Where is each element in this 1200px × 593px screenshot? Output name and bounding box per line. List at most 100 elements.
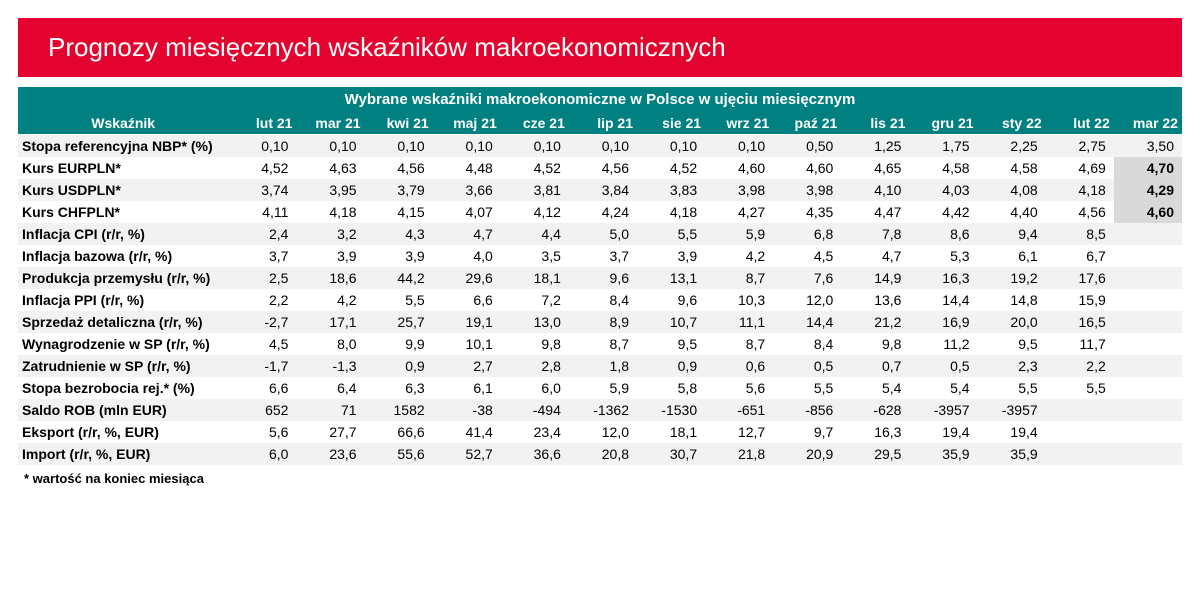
row-label: Inflacja CPI (r/r, %) — [18, 223, 228, 245]
cell-value: 41,4 — [433, 421, 501, 443]
cell-value: -3957 — [978, 399, 1046, 421]
cell-value: 2,2 — [1046, 355, 1114, 377]
cell-value: 4,63 — [296, 157, 364, 179]
cell-value: 8,6 — [909, 223, 977, 245]
row-label: Kurs USDPLN* — [18, 179, 228, 201]
cell-value: 4,10 — [841, 179, 909, 201]
column-header: lis 21 — [841, 112, 909, 135]
cell-value: 0,9 — [637, 355, 705, 377]
cell-value — [1114, 333, 1182, 355]
cell-value: 1582 — [365, 399, 433, 421]
cell-value: 3,7 — [569, 245, 637, 267]
cell-value: 9,4 — [978, 223, 1046, 245]
cell-value: 19,1 — [433, 311, 501, 333]
cell-value: 5,9 — [569, 377, 637, 399]
cell-value: 29,6 — [433, 267, 501, 289]
cell-value: 9,9 — [365, 333, 433, 355]
cell-value: 4,12 — [501, 201, 569, 223]
cell-value: 5,3 — [909, 245, 977, 267]
cell-value: 23,6 — [296, 443, 364, 465]
cell-value: 8,5 — [1046, 223, 1114, 245]
cell-value: 8,7 — [705, 333, 773, 355]
cell-value: 4,56 — [569, 157, 637, 179]
cell-value: 0,10 — [569, 135, 637, 158]
cell-value: 5,8 — [637, 377, 705, 399]
cell-value: 0,10 — [296, 135, 364, 158]
cell-value: 4,48 — [433, 157, 501, 179]
cell-value: 4,07 — [433, 201, 501, 223]
column-header: lut 22 — [1046, 112, 1114, 135]
cell-value: 20,8 — [569, 443, 637, 465]
row-label: Sprzedaż detaliczna (r/r, %) — [18, 311, 228, 333]
cell-value: 4,60 — [773, 157, 841, 179]
cell-value: 0,10 — [501, 135, 569, 158]
cell-value — [1114, 223, 1182, 245]
cell-value: 6,8 — [773, 223, 841, 245]
cell-value: 3,79 — [365, 179, 433, 201]
row-label: Produkcja przemysłu (r/r, %) — [18, 267, 228, 289]
column-header: mar 21 — [296, 112, 364, 135]
cell-value: 4,65 — [841, 157, 909, 179]
table-column-headers: Wskaźniklut 21mar 21kwi 21maj 21cze 21li… — [18, 112, 1182, 135]
cell-value: 18,1 — [501, 267, 569, 289]
cell-value: 3,74 — [228, 179, 296, 201]
cell-value: 44,2 — [365, 267, 433, 289]
cell-value: 8,4 — [773, 333, 841, 355]
table-row: Zatrudnienie w SP (r/r, %)-1,7-1,30,92,7… — [18, 355, 1182, 377]
cell-value: 4,56 — [1046, 201, 1114, 223]
cell-value: 4,58 — [978, 157, 1046, 179]
cell-value: 6,0 — [228, 443, 296, 465]
cell-value: 2,2 — [228, 289, 296, 311]
column-header: sty 22 — [978, 112, 1046, 135]
cell-value — [1114, 355, 1182, 377]
cell-value: -651 — [705, 399, 773, 421]
cell-value: -494 — [501, 399, 569, 421]
cell-value: 2,3 — [978, 355, 1046, 377]
cell-value: 0,50 — [773, 135, 841, 158]
cell-value: 30,7 — [637, 443, 705, 465]
cell-value: 2,7 — [433, 355, 501, 377]
cell-value: 10,7 — [637, 311, 705, 333]
cell-value: 5,5 — [365, 289, 433, 311]
cell-value: 6,6 — [433, 289, 501, 311]
table-row: Inflacja CPI (r/r, %)2,43,24,34,74,45,05… — [18, 223, 1182, 245]
cell-value — [1114, 443, 1182, 465]
cell-value: 5,5 — [773, 377, 841, 399]
row-label: Inflacja bazowa (r/r, %) — [18, 245, 228, 267]
table-container: Wybrane wskaźniki makroekonomiczne w Pol… — [18, 87, 1182, 465]
cell-value: 4,3 — [365, 223, 433, 245]
column-header: sie 21 — [637, 112, 705, 135]
cell-value: 5,9 — [705, 223, 773, 245]
row-label: Wynagrodzenie w SP (r/r, %) — [18, 333, 228, 355]
table-body: Stopa referencyjna NBP* (%)0,100,100,100… — [18, 135, 1182, 466]
cell-value: 6,4 — [296, 377, 364, 399]
cell-value: 3,84 — [569, 179, 637, 201]
cell-value — [1114, 311, 1182, 333]
cell-value: 27,7 — [296, 421, 364, 443]
table-row: Produkcja przemysłu (r/r, %)2,518,644,22… — [18, 267, 1182, 289]
cell-value: 66,6 — [365, 421, 433, 443]
column-header: lip 21 — [569, 112, 637, 135]
cell-value: 5,5 — [637, 223, 705, 245]
cell-value: 29,5 — [841, 443, 909, 465]
cell-value: 2,5 — [228, 267, 296, 289]
cell-value: 3,50 — [1114, 135, 1182, 158]
cell-value: 3,2 — [296, 223, 364, 245]
cell-value: 4,40 — [978, 201, 1046, 223]
cell-value: 3,95 — [296, 179, 364, 201]
cell-value: 0,10 — [228, 135, 296, 158]
cell-value — [1114, 377, 1182, 399]
cell-value: 4,70 — [1114, 157, 1182, 179]
cell-value: 2,25 — [978, 135, 1046, 158]
cell-value: 52,7 — [433, 443, 501, 465]
cell-value: 25,7 — [365, 311, 433, 333]
table-row: Kurs EURPLN*4,524,634,564,484,524,564,52… — [18, 157, 1182, 179]
cell-value: 3,5 — [501, 245, 569, 267]
cell-value: 11,1 — [705, 311, 773, 333]
cell-value: 14,8 — [978, 289, 1046, 311]
cell-value: 7,6 — [773, 267, 841, 289]
cell-value: 9,5 — [637, 333, 705, 355]
cell-value: 10,1 — [433, 333, 501, 355]
cell-value: -1530 — [637, 399, 705, 421]
cell-value: 71 — [296, 399, 364, 421]
